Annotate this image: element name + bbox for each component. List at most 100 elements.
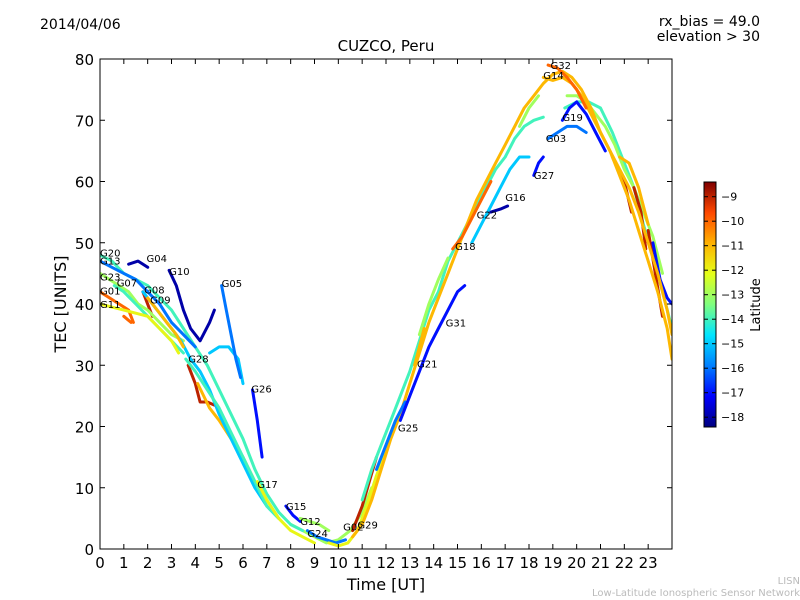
satellite-label-g02: G02 bbox=[343, 522, 363, 533]
x-tick-label: 9 bbox=[310, 554, 320, 572]
colorbar bbox=[703, 181, 717, 428]
x-tick-label: 5 bbox=[214, 554, 224, 572]
x-tick-label: 20 bbox=[567, 554, 586, 572]
series-line-g14 bbox=[541, 75, 672, 337]
series-line-g31 bbox=[398, 284, 467, 422]
trace-segment-10 bbox=[563, 100, 672, 330]
colorbar-tick-label: −18 bbox=[721, 411, 744, 424]
colorbar-tick-label: −10 bbox=[721, 215, 744, 228]
y-tick-label: 10 bbox=[75, 480, 94, 498]
x-tick-label: 6 bbox=[238, 554, 248, 572]
y-axis-label: TEC [UNITS] bbox=[51, 256, 70, 354]
x-tick-label: 2 bbox=[143, 554, 153, 572]
series-line-g03 bbox=[546, 124, 588, 141]
series-line-g26 bbox=[251, 388, 264, 459]
x-tick-label: 17 bbox=[496, 554, 515, 572]
series-line-g09 bbox=[146, 296, 185, 349]
series-line-g24 bbox=[305, 529, 347, 545]
colorbar-tick-label: −11 bbox=[721, 240, 744, 253]
satellite-label-g10: G10 bbox=[169, 267, 189, 278]
series-line-g10 bbox=[167, 268, 216, 343]
series-line-g28 bbox=[184, 357, 281, 520]
satellite-label-g23: G23 bbox=[100, 272, 120, 283]
y-tick-label: 30 bbox=[75, 357, 94, 375]
series-line-g27 bbox=[532, 155, 545, 177]
series-line-g12 bbox=[298, 516, 331, 533]
x-tick-label: 8 bbox=[286, 554, 296, 572]
satellite-label-g07: G07 bbox=[117, 279, 137, 290]
satellite-label-g22: G22 bbox=[477, 211, 497, 222]
colorbar-label: Latitude bbox=[749, 278, 764, 332]
series-line-g11 bbox=[100, 302, 181, 355]
trace-segment-2 bbox=[186, 363, 216, 407]
satellite-label-g27: G27 bbox=[534, 171, 554, 182]
satellite-label-g18: G18 bbox=[455, 242, 475, 253]
x-tick-label: 1 bbox=[119, 554, 129, 572]
series-line-g05 bbox=[220, 284, 243, 379]
satellite-label-g01: G01 bbox=[100, 287, 120, 298]
satellite-label-g17: G17 bbox=[257, 480, 277, 491]
trace-segment-16 bbox=[632, 186, 648, 251]
satellite-label-g14: G14 bbox=[543, 71, 563, 82]
footer-network: Low-Latitude Ionospheric Sensor Network bbox=[592, 588, 800, 599]
y-tick-label: 20 bbox=[75, 419, 94, 437]
satellite-label-g31: G31 bbox=[446, 318, 466, 329]
series-line-g18 bbox=[451, 180, 493, 251]
satellite-label-g19: G19 bbox=[562, 113, 582, 124]
series-line-g15 bbox=[284, 504, 302, 523]
trace-segment-0 bbox=[122, 314, 133, 324]
y-tick-label: 50 bbox=[75, 235, 94, 253]
satellite-label-g04: G04 bbox=[147, 254, 167, 265]
x-tick-label: 11 bbox=[353, 554, 372, 572]
series-line-g23 bbox=[100, 271, 185, 343]
trace-segment-8 bbox=[417, 256, 450, 337]
colorbar-tick-label: −9 bbox=[721, 191, 737, 204]
series-line-g17 bbox=[255, 480, 316, 545]
satellite-label-g09: G09 bbox=[150, 296, 170, 307]
satellite-label-g13: G13 bbox=[100, 257, 120, 268]
series-line-g19 bbox=[560, 100, 607, 153]
trace-segment-4 bbox=[208, 345, 245, 386]
series-lines bbox=[100, 63, 672, 548]
series-line-g21 bbox=[413, 327, 426, 367]
colorbar-tick-label: −13 bbox=[721, 289, 744, 302]
satellite-label-g05: G05 bbox=[222, 279, 242, 290]
series-line-g16 bbox=[489, 204, 510, 214]
satellite-label-g32: G32 bbox=[551, 61, 571, 72]
axis-ticks: 0 1 2 3 4 5 6 7 8 9 10 11 12 13 14 15 16 17 18 19 20 21 22 2301… bbox=[75, 51, 672, 572]
colorbar-ticks: −9 −10 −11 −12 −13 −14 −15 −16 −17 −18 bbox=[704, 191, 744, 424]
satellite-label-g28: G28 bbox=[188, 355, 208, 366]
x-tick-label: 10 bbox=[329, 554, 348, 572]
date-label: 2014/04/06 bbox=[40, 17, 121, 33]
series-line-g01 bbox=[100, 290, 135, 324]
x-tick-label: 19 bbox=[543, 554, 562, 572]
elevation-label: elevation > 30 bbox=[656, 29, 760, 45]
colorbar-tick-label: −12 bbox=[721, 264, 744, 277]
x-tick-label: 3 bbox=[167, 554, 177, 572]
satellite-label-g15: G15 bbox=[286, 502, 306, 513]
colorbar-tick-label: −16 bbox=[721, 362, 744, 375]
satellite-label-g26: G26 bbox=[251, 385, 271, 396]
x-axis-label: Time [UT] bbox=[346, 575, 425, 594]
colorbar-tick-label: −15 bbox=[721, 338, 744, 351]
x-tick-label: 13 bbox=[400, 554, 419, 572]
x-tick-label: 23 bbox=[639, 554, 658, 572]
rx-bias-label: rx_bias = 49.0 bbox=[658, 14, 760, 30]
x-tick-label: 15 bbox=[448, 554, 467, 572]
satellite-label-g08: G08 bbox=[144, 285, 164, 296]
x-tick-label: 7 bbox=[262, 554, 272, 572]
satellite-label-g25: G25 bbox=[398, 424, 418, 435]
x-tick-label: 18 bbox=[519, 554, 538, 572]
trace-segment-15 bbox=[651, 241, 672, 306]
satellite-label-g24: G24 bbox=[307, 529, 327, 540]
colorbar-tick-label: −14 bbox=[721, 313, 744, 326]
series-line-g25 bbox=[375, 400, 407, 471]
series-line-g22 bbox=[470, 155, 531, 245]
y-tick-label: 0 bbox=[84, 541, 94, 559]
satellite-label-g29: G29 bbox=[357, 521, 377, 532]
x-tick-label: 0 bbox=[95, 554, 105, 572]
satellite-label-g20: G20 bbox=[100, 249, 120, 260]
series-line-g32 bbox=[546, 63, 588, 110]
